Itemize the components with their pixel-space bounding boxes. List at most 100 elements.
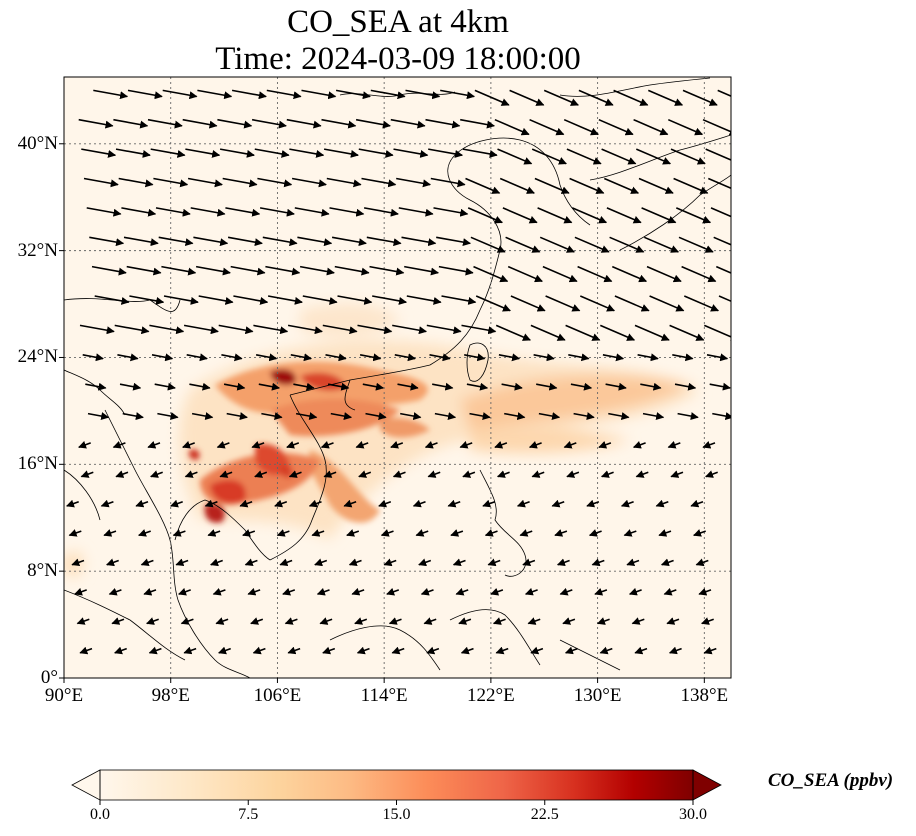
- wind-arrow: [400, 412, 422, 421]
- wind-arrow: [623, 529, 637, 537]
- wind-arrow: [683, 295, 720, 312]
- y-tick-label: 40°N: [17, 132, 58, 154]
- wind-arrow: [459, 440, 473, 449]
- wind-arrow: [215, 617, 229, 625]
- wind-arrow: [628, 587, 642, 596]
- wind-arrow: [598, 118, 634, 136]
- colorbar-gradient: [100, 770, 693, 800]
- x-tick-label: 114°E: [360, 685, 408, 706]
- wind-arrow: [289, 148, 325, 158]
- wind-arrow: [620, 499, 634, 508]
- wind-arrow: [231, 89, 267, 100]
- wind-arrow: [123, 236, 159, 247]
- wind-arrow: [122, 412, 144, 421]
- wind-arrow: [284, 617, 298, 625]
- wind-arrow: [702, 118, 731, 136]
- wind-arrow: [586, 499, 600, 508]
- wind-arrow: [600, 470, 614, 478]
- x-tick-label: 122°E: [467, 685, 515, 706]
- wind-arrow: [100, 499, 114, 508]
- wind-arrow: [542, 265, 578, 283]
- wind-arrow: [670, 148, 706, 165]
- wind-arrow: [634, 646, 648, 655]
- wind-arrow: [462, 470, 476, 478]
- wind-arrow: [495, 324, 531, 341]
- wind-arrow: [681, 265, 717, 283]
- wind-arrow: [66, 499, 79, 508]
- wind-arrow: [533, 353, 555, 362]
- concentration-field: [64, 303, 701, 577]
- wind-arrow: [198, 295, 234, 305]
- wind-arrow: [207, 529, 221, 537]
- wind-arrow: [642, 412, 665, 421]
- wind-arrow: [634, 324, 670, 341]
- wind-arrow: [282, 587, 296, 596]
- wind-arrow: [162, 89, 198, 100]
- wind-arrow: [322, 324, 358, 335]
- wind-arrow: [718, 295, 731, 303]
- wind-arrow: [559, 587, 573, 596]
- wind-arrow: [83, 177, 119, 188]
- wind-arrow: [465, 177, 501, 194]
- wind-arrow: [297, 236, 333, 247]
- wind-arrow: [635, 470, 649, 478]
- wind-arrow: [94, 295, 130, 305]
- wind-arrow: [365, 412, 387, 421]
- wind-arrow: [184, 470, 198, 478]
- wind-arrow: [366, 236, 402, 247]
- wind-arrow: [556, 558, 570, 567]
- wind-arrow: [219, 148, 255, 158]
- wind-arrow: [86, 207, 122, 217]
- wind-arrow: [469, 412, 491, 421]
- wind-arrow: [226, 412, 248, 421]
- wind-arrow: [473, 265, 509, 283]
- wind-arrow: [329, 207, 365, 217]
- wind-arrow: [79, 646, 93, 655]
- wind-arrow: [693, 529, 706, 537]
- wind-arrow: [608, 412, 630, 421]
- wind-arrow: [505, 236, 541, 253]
- wind-arrow: [611, 265, 648, 283]
- wind-arrow: [182, 440, 195, 449]
- wind-arrow: [673, 177, 709, 194]
- wind-arrow: [163, 295, 199, 305]
- wind-arrow: [570, 382, 593, 391]
- wind-arrow: [135, 499, 149, 508]
- wind-arrow: [330, 412, 352, 421]
- wind-arrow: [253, 324, 289, 335]
- wind-arrow: [322, 646, 336, 655]
- wind-arrow: [397, 382, 419, 391]
- wind-arrow: [433, 207, 469, 217]
- wind-arrow: [189, 382, 211, 391]
- y-tick-label: 32°N: [17, 239, 58, 261]
- wind-arrow: [193, 236, 229, 247]
- wind-arrow: [210, 558, 223, 567]
- wind-arrow: [670, 470, 684, 478]
- wind-arrow: [117, 353, 139, 362]
- wind-arrow: [221, 353, 243, 362]
- wind-arrow: [569, 177, 605, 194]
- wind-arrow: [455, 587, 469, 596]
- wind-arrow: [524, 587, 538, 596]
- wind-arrow: [404, 265, 439, 276]
- wind-arrow: [115, 470, 129, 478]
- wind-arrow: [441, 295, 477, 305]
- wind-arrow: [266, 89, 302, 100]
- y-tick-label: 8°N: [27, 560, 58, 582]
- wind-arrow: [703, 646, 717, 655]
- wind-arrow: [118, 177, 154, 188]
- wind-arrow: [633, 118, 669, 136]
- wind-arrow: [87, 412, 110, 421]
- wind-arrow: [501, 382, 523, 391]
- wind-arrow: [475, 295, 511, 312]
- wind-arrow: [537, 207, 573, 224]
- wind-arrow: [254, 148, 290, 158]
- wind-arrow: [106, 558, 119, 567]
- wind-arrow: [538, 412, 561, 421]
- wind-arrow: [591, 558, 605, 567]
- wind-arrow: [667, 118, 704, 136]
- wind-arrow: [326, 177, 362, 188]
- wind-arrow: [599, 646, 613, 655]
- wind-arrow: [566, 470, 580, 478]
- wind-arrow: [502, 207, 538, 224]
